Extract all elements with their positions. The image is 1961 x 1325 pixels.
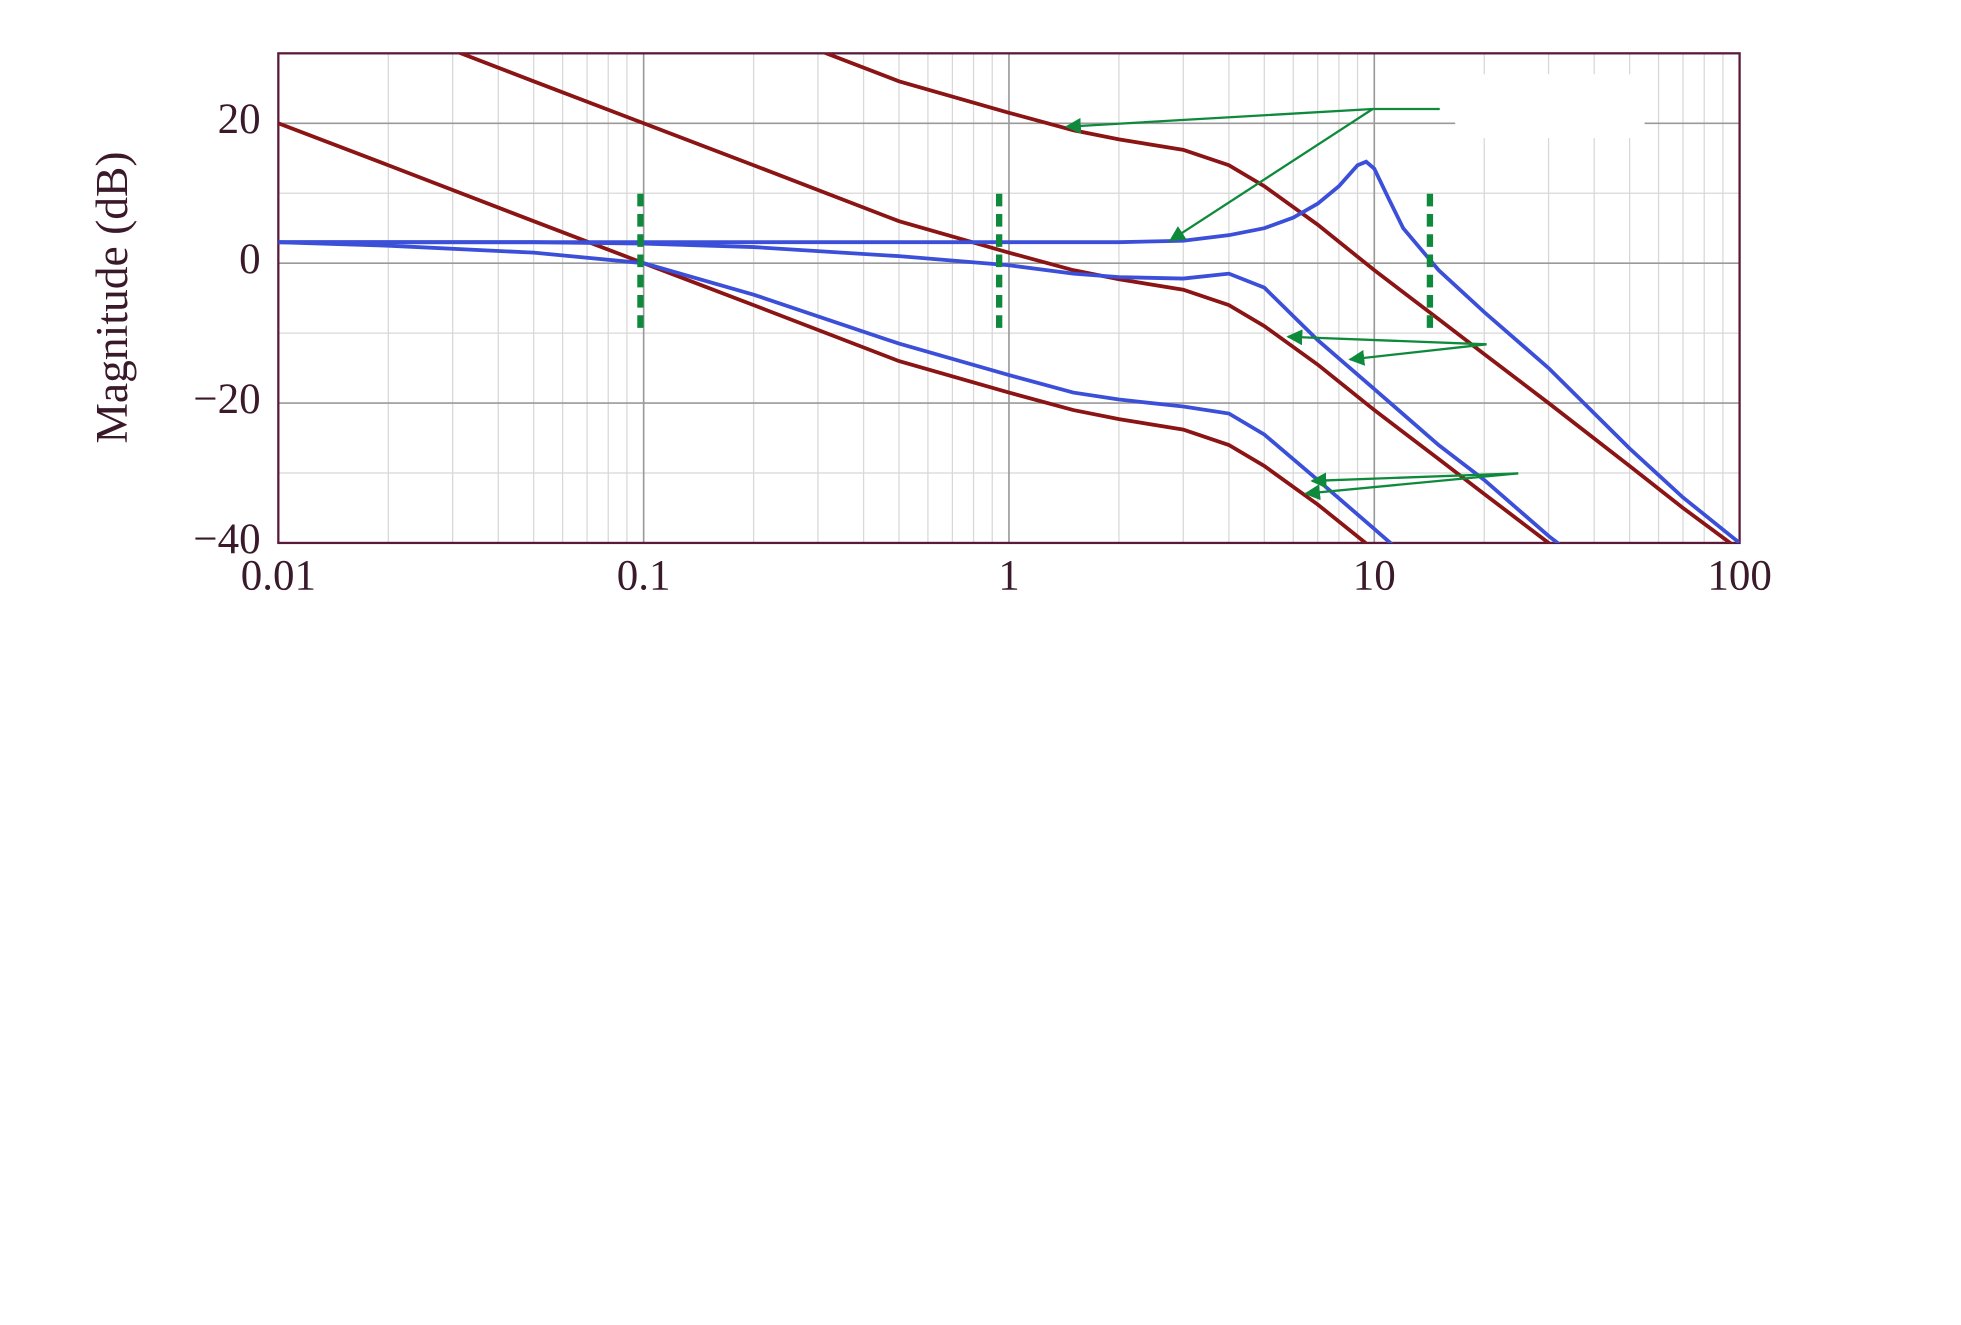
x-tick-label: 0.1 xyxy=(617,553,671,600)
curve xyxy=(278,240,1394,543)
curve xyxy=(278,159,1740,543)
annotation-arrow xyxy=(1168,108,1374,242)
x-tick-label: 0.01 xyxy=(241,553,316,600)
x-tick-label: 1 xyxy=(998,553,1020,600)
label-background xyxy=(1455,74,1645,138)
y-axis-label: Magnitude (dB) xyxy=(86,151,137,443)
x-tick-label: 10 xyxy=(1353,553,1396,600)
y-tick-label: 20 xyxy=(218,96,261,143)
plot-frame xyxy=(277,52,1741,545)
y-tick-label: −20 xyxy=(193,376,260,423)
annotation-arrow xyxy=(1348,343,1487,366)
y-tick-label: −40 xyxy=(193,516,260,563)
curves xyxy=(278,53,1740,543)
annotation-arrow xyxy=(1310,472,1519,489)
annotation-arrow xyxy=(1304,472,1519,501)
x-tick-label: 100 xyxy=(1707,553,1772,600)
y-tick-label: 0 xyxy=(239,236,260,283)
curve xyxy=(821,53,1734,543)
curve xyxy=(455,53,1552,543)
curve xyxy=(278,240,1561,543)
annotation-arrow xyxy=(1286,329,1487,346)
